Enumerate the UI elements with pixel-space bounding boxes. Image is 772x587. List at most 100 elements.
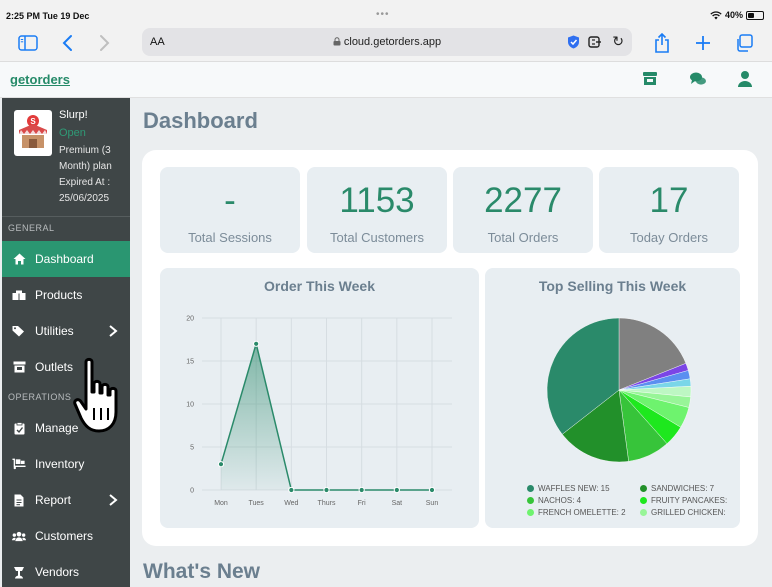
y-tick-label: 5 [190,445,194,452]
series-area [221,343,432,490]
sidebar-item-label: Report [35,493,72,507]
extension-icon[interactable] [588,35,602,49]
legend-item[interactable]: WAFFLES NEW: 15 [527,484,610,493]
legend-item[interactable]: GRILLED CHICKEN: [640,508,726,517]
sidebar-item-products[interactable]: Products [2,277,130,313]
boxes-icon [12,288,26,302]
legend-swatch [527,509,534,516]
data-point [393,486,400,494]
sidebar-item-inventory[interactable]: Inventory [2,446,130,482]
tags-icon [12,324,26,338]
lock-icon [333,37,341,46]
sidebar-item-label: Dashboard [35,252,94,266]
chevron-right-icon [109,325,118,337]
outlet-status: Open [59,127,86,139]
legend-label: SANDWICHES: 7 [651,484,715,493]
chat-icon[interactable] [689,70,707,88]
top-selling-panel: Top Selling This Week WAFFLES NEW: 15 SAN… [485,268,740,528]
legend-label: FRENCH OMELETTE: 2 [538,508,626,517]
privacy-shield-icon[interactable] [567,35,580,49]
sidebar-item-dashboard[interactable]: Dashboard [2,241,130,277]
sidebar: S Slurp! Open Premium (3 Month) plan Exp… [2,98,130,587]
outlet-logo: S [14,110,52,156]
stat-value: - [224,181,236,220]
y-tick-label: 10 [186,402,194,409]
stat-today-orders: 17 Today Orders [599,167,739,253]
chevron-right-icon [109,494,118,506]
new-tab-icon[interactable] [691,31,715,55]
pie-slice [618,317,687,391]
legend-swatch [527,497,534,504]
data-point [217,461,225,468]
sidebar-toggle-icon[interactable] [16,31,40,55]
user-icon[interactable] [736,70,754,88]
legend-item[interactable]: FRENCH OMELETTE: 2 [527,508,626,517]
legend-swatch [640,485,647,492]
wifi-icon [710,10,722,19]
sidebar-item-label: Products [35,288,83,302]
x-tick-label: Fri [358,500,367,507]
forward-icon[interactable] [92,31,116,55]
x-tick-label: Thurs [318,500,336,507]
top-selling-chart [546,317,692,463]
svg-text:S: S [30,117,36,126]
data-point [428,486,436,494]
status-bar: 2:25 PM Tue 19 Dec ••• 40% [0,0,772,26]
sidebar-item-utilities[interactable]: Utilities [2,313,130,349]
x-tick-label: Sat [392,500,403,507]
sidebar-item-label: Inventory [35,457,85,471]
legend-item[interactable]: SANDWICHES: 7 [640,484,714,493]
battery-indicator: 40% [710,10,764,20]
stat-value: 2277 [484,181,562,220]
legend-item[interactable]: NACHOS: 4 [527,496,581,505]
text-size-button[interactable]: AA [150,36,165,48]
divider [2,216,130,217]
sidebar-item-label: Utilities [35,324,74,338]
sidebar-item-manage[interactable]: Manage [2,410,130,446]
legend-swatch [640,509,647,516]
sidebar-item-customers[interactable]: Customers [2,518,130,554]
reload-icon[interactable]: ↻ [612,33,624,49]
section-label-operations: OPERATIONS [8,392,72,402]
sidebar-item-vendors[interactable]: Vendors [2,554,130,587]
share-icon[interactable] [650,31,674,55]
outlet-name: Slurp! [59,109,88,121]
battery-percent: 40% [724,10,743,20]
brand-logo[interactable]: getorders [10,72,70,87]
x-tick-label: Sun [426,500,439,507]
outlet-profile: S Slurp! Open Premium (3 Month) plan Exp… [2,98,130,214]
data-point [358,486,365,494]
sidebar-item-label: Manage [35,421,79,435]
page-title: Dashboard [143,108,258,133]
stat-total-orders: 2277 Total Orders [453,167,593,253]
browser-toolbar: AA cloud.getorders.app ↻ [0,26,772,62]
y-tick-label: 15 [186,359,194,366]
legend-label: GRILLED CHICKEN: [651,508,726,517]
pie-slice [561,389,629,463]
legend-label: FRUITY PANCAKES: [651,496,728,505]
stat-value: 1153 [339,181,415,220]
sidebar-item-label: Customers [35,529,94,543]
sidebar-item-report[interactable]: Report [2,482,130,518]
dashboard-card: - Total Sessions 1153 Total Customers 22… [142,150,758,546]
home-icon [12,252,26,266]
stat-label: Total Customers [330,230,424,245]
back-icon[interactable] [56,31,80,55]
legend-item[interactable]: FRUITY PANCAKES: [640,496,727,505]
pie-slice [546,317,620,435]
store-icon[interactable] [641,70,659,88]
status-time: 2:25 PM Tue 19 Dec [6,11,90,21]
store-icon [12,360,26,374]
sidebar-item-outlets[interactable]: Outlets [2,349,130,385]
multitask-dots[interactable]: ••• [376,9,390,20]
section-label-general: GENERAL [8,223,55,233]
data-point [253,340,260,347]
dolly-icon [12,457,26,471]
stat-total-customers: 1153 Total Customers [307,167,447,253]
address-bar[interactable]: AA cloud.getorders.app ↻ [142,28,632,56]
stat-label: Today Orders [629,230,709,245]
hand-cursor-icon [73,357,118,433]
legend-label: NACHOS: 4 [538,496,582,505]
tabs-overview-icon[interactable] [732,31,756,55]
stat-label: Total Orders [487,230,559,245]
